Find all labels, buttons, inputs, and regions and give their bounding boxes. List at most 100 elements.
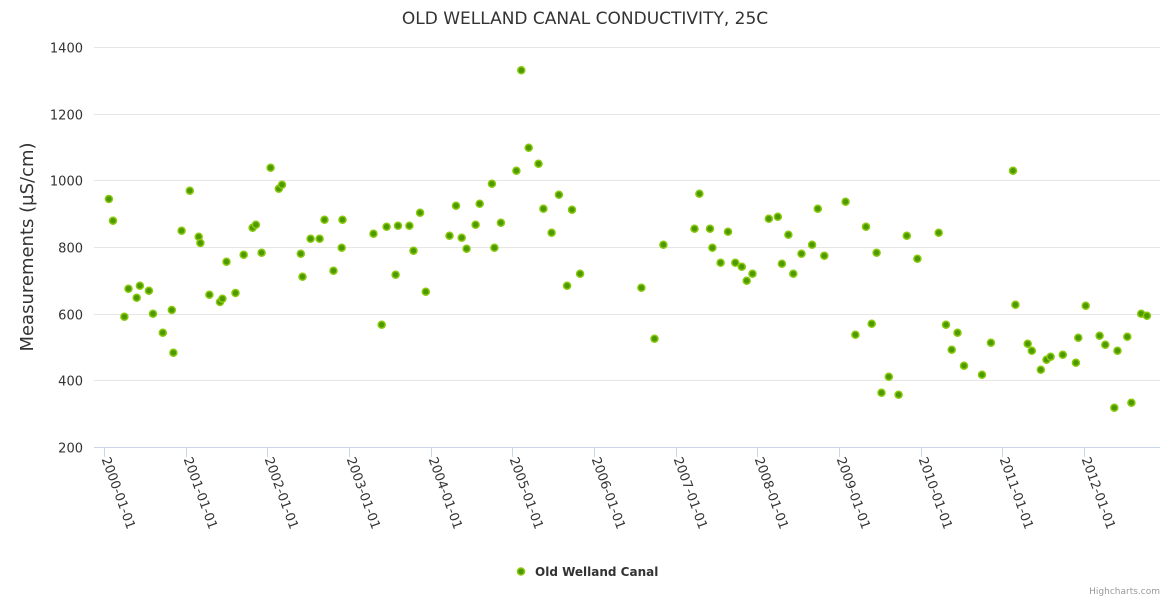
data-point[interactable] — [705, 224, 715, 233]
data-point[interactable] — [867, 319, 876, 328]
data-point[interactable] — [986, 338, 996, 347]
data-point[interactable] — [185, 186, 195, 195]
data-point[interactable] — [737, 262, 747, 271]
data-point[interactable] — [338, 215, 347, 224]
data-point[interactable] — [277, 180, 287, 189]
data-point[interactable] — [539, 204, 548, 213]
data-point[interactable] — [1127, 398, 1136, 407]
data-point[interactable] — [315, 234, 324, 243]
data-point[interactable] — [1036, 365, 1046, 374]
data-point[interactable] — [320, 215, 329, 224]
data-point[interactable] — [222, 257, 231, 266]
data-point[interactable] — [1110, 403, 1119, 412]
data-point[interactable] — [934, 228, 943, 237]
data-point[interactable] — [851, 330, 860, 339]
data-point[interactable] — [451, 201, 461, 210]
data-point[interactable] — [534, 159, 543, 168]
data-point[interactable] — [1071, 358, 1081, 367]
data-point[interactable] — [861, 222, 871, 231]
data-point[interactable] — [306, 234, 315, 243]
data-point[interactable] — [457, 233, 466, 242]
data-point[interactable] — [382, 222, 391, 231]
data-point[interactable] — [784, 230, 793, 239]
data-point[interactable] — [820, 251, 829, 260]
data-point[interactable] — [512, 166, 521, 175]
data-point[interactable] — [690, 224, 699, 233]
data-point[interactable] — [764, 214, 774, 223]
data-point[interactable] — [1113, 346, 1122, 355]
data-point[interactable] — [902, 231, 912, 240]
data-point[interactable] — [947, 345, 956, 354]
data-point[interactable] — [329, 266, 338, 275]
data-point[interactable] — [167, 305, 177, 315]
data-point[interactable] — [490, 243, 499, 252]
data-point[interactable] — [1081, 301, 1090, 310]
data-point[interactable] — [1023, 339, 1032, 348]
data-point[interactable] — [337, 243, 346, 252]
data-point[interactable] — [554, 190, 564, 199]
data-point[interactable] — [650, 334, 659, 343]
data-point[interactable] — [1027, 346, 1037, 355]
data-point[interactable] — [144, 286, 154, 295]
data-point[interactable] — [723, 227, 733, 236]
data-point[interactable] — [742, 276, 751, 285]
data-point[interactable] — [405, 221, 414, 230]
data-point[interactable] — [716, 258, 725, 267]
data-point[interactable] — [517, 66, 526, 75]
data-point[interactable] — [391, 270, 400, 279]
data-point[interactable] — [421, 287, 431, 296]
data-point[interactable] — [487, 179, 497, 188]
data-point[interactable] — [196, 238, 205, 248]
data-point[interactable] — [777, 259, 787, 268]
data-point[interactable] — [239, 250, 248, 259]
legend-label[interactable]: Old Welland Canal — [535, 565, 658, 579]
data-point[interactable] — [475, 199, 484, 208]
data-point[interactable] — [567, 205, 577, 214]
data-point[interactable] — [789, 269, 798, 278]
data-point[interactable] — [575, 269, 585, 278]
data-point[interactable] — [177, 226, 186, 235]
data-point[interactable] — [894, 390, 903, 399]
data-point[interactable] — [884, 372, 894, 381]
data-point[interactable] — [108, 216, 118, 225]
data-point[interactable] — [132, 293, 141, 302]
data-point[interactable] — [445, 231, 454, 240]
data-point[interactable] — [841, 197, 850, 206]
data-point[interactable] — [1123, 332, 1132, 341]
data-point[interactable] — [231, 288, 240, 298]
data-point[interactable] — [298, 272, 307, 281]
data-point[interactable] — [1011, 300, 1020, 309]
data-point[interactable] — [959, 361, 969, 370]
data-point[interactable] — [1058, 350, 1068, 359]
data-point[interactable] — [148, 309, 158, 318]
data-point[interactable] — [872, 248, 881, 257]
data-point[interactable] — [1008, 166, 1018, 175]
data-point[interactable] — [977, 370, 987, 379]
data-point[interactable] — [807, 240, 817, 249]
data-point[interactable] — [218, 294, 227, 303]
data-point[interactable] — [393, 221, 403, 230]
data-point[interactable] — [257, 248, 266, 257]
data-point[interactable] — [773, 212, 783, 221]
data-point[interactable] — [708, 243, 717, 252]
data-point[interactable] — [496, 218, 506, 227]
credits-link[interactable]: Highcharts.com — [1089, 587, 1160, 597]
data-point[interactable] — [462, 244, 471, 253]
data-point[interactable] — [169, 348, 178, 357]
data-point[interactable] — [415, 208, 425, 217]
data-point[interactable] — [813, 204, 823, 213]
data-point[interactable] — [135, 281, 145, 290]
legend-item[interactable]: Old Welland Canal — [516, 565, 659, 579]
data-point[interactable] — [1101, 340, 1110, 349]
data-point[interactable] — [695, 189, 704, 198]
data-point[interactable] — [913, 254, 922, 263]
data-point[interactable] — [266, 163, 275, 172]
data-point[interactable] — [547, 228, 556, 237]
data-point[interactable] — [524, 143, 533, 152]
data-point[interactable] — [1142, 311, 1152, 320]
data-point[interactable] — [562, 281, 572, 290]
data-point[interactable] — [120, 312, 129, 321]
data-point[interactable] — [1074, 333, 1083, 342]
data-point[interactable] — [877, 388, 886, 397]
data-point[interactable] — [158, 328, 168, 337]
